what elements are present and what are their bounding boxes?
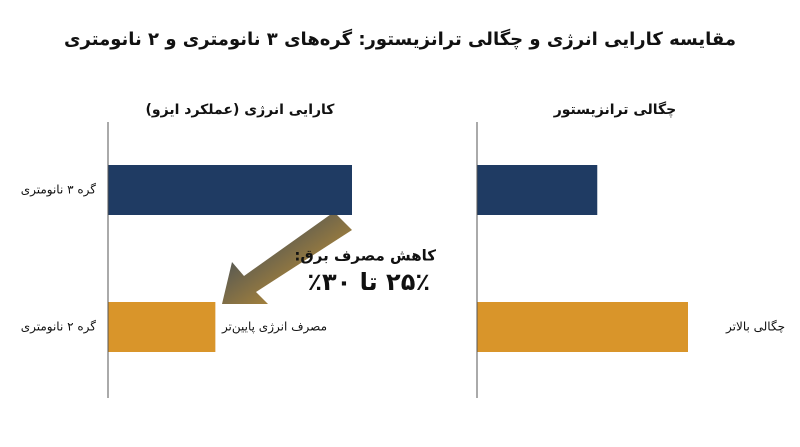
panel-title: کارایی انرژی (عملکرد ایزو) <box>146 102 336 118</box>
y-tick-label: گره ۲ نانومتری <box>21 320 97 335</box>
bar <box>108 165 352 215</box>
panel-title: چگالی ترانزیستور <box>553 101 677 118</box>
annotation: ۲۵٪ تا ۳۰٪ <box>307 268 430 296</box>
annotation: مصرف انرژی پایین‌تر <box>221 320 327 335</box>
bar <box>108 302 216 352</box>
bar <box>477 165 598 215</box>
chart-title: مقایسه کارایی انرژی و چگالی ترانزیستور: … <box>64 28 736 50</box>
annotation: کاهش مصرف برق: <box>294 247 436 265</box>
annotation: چگالی بالاتر <box>725 320 785 335</box>
reduction-arrow <box>222 212 352 304</box>
y-tick-label: گره ۳ نانومتری <box>21 183 97 198</box>
bar <box>477 302 688 352</box>
